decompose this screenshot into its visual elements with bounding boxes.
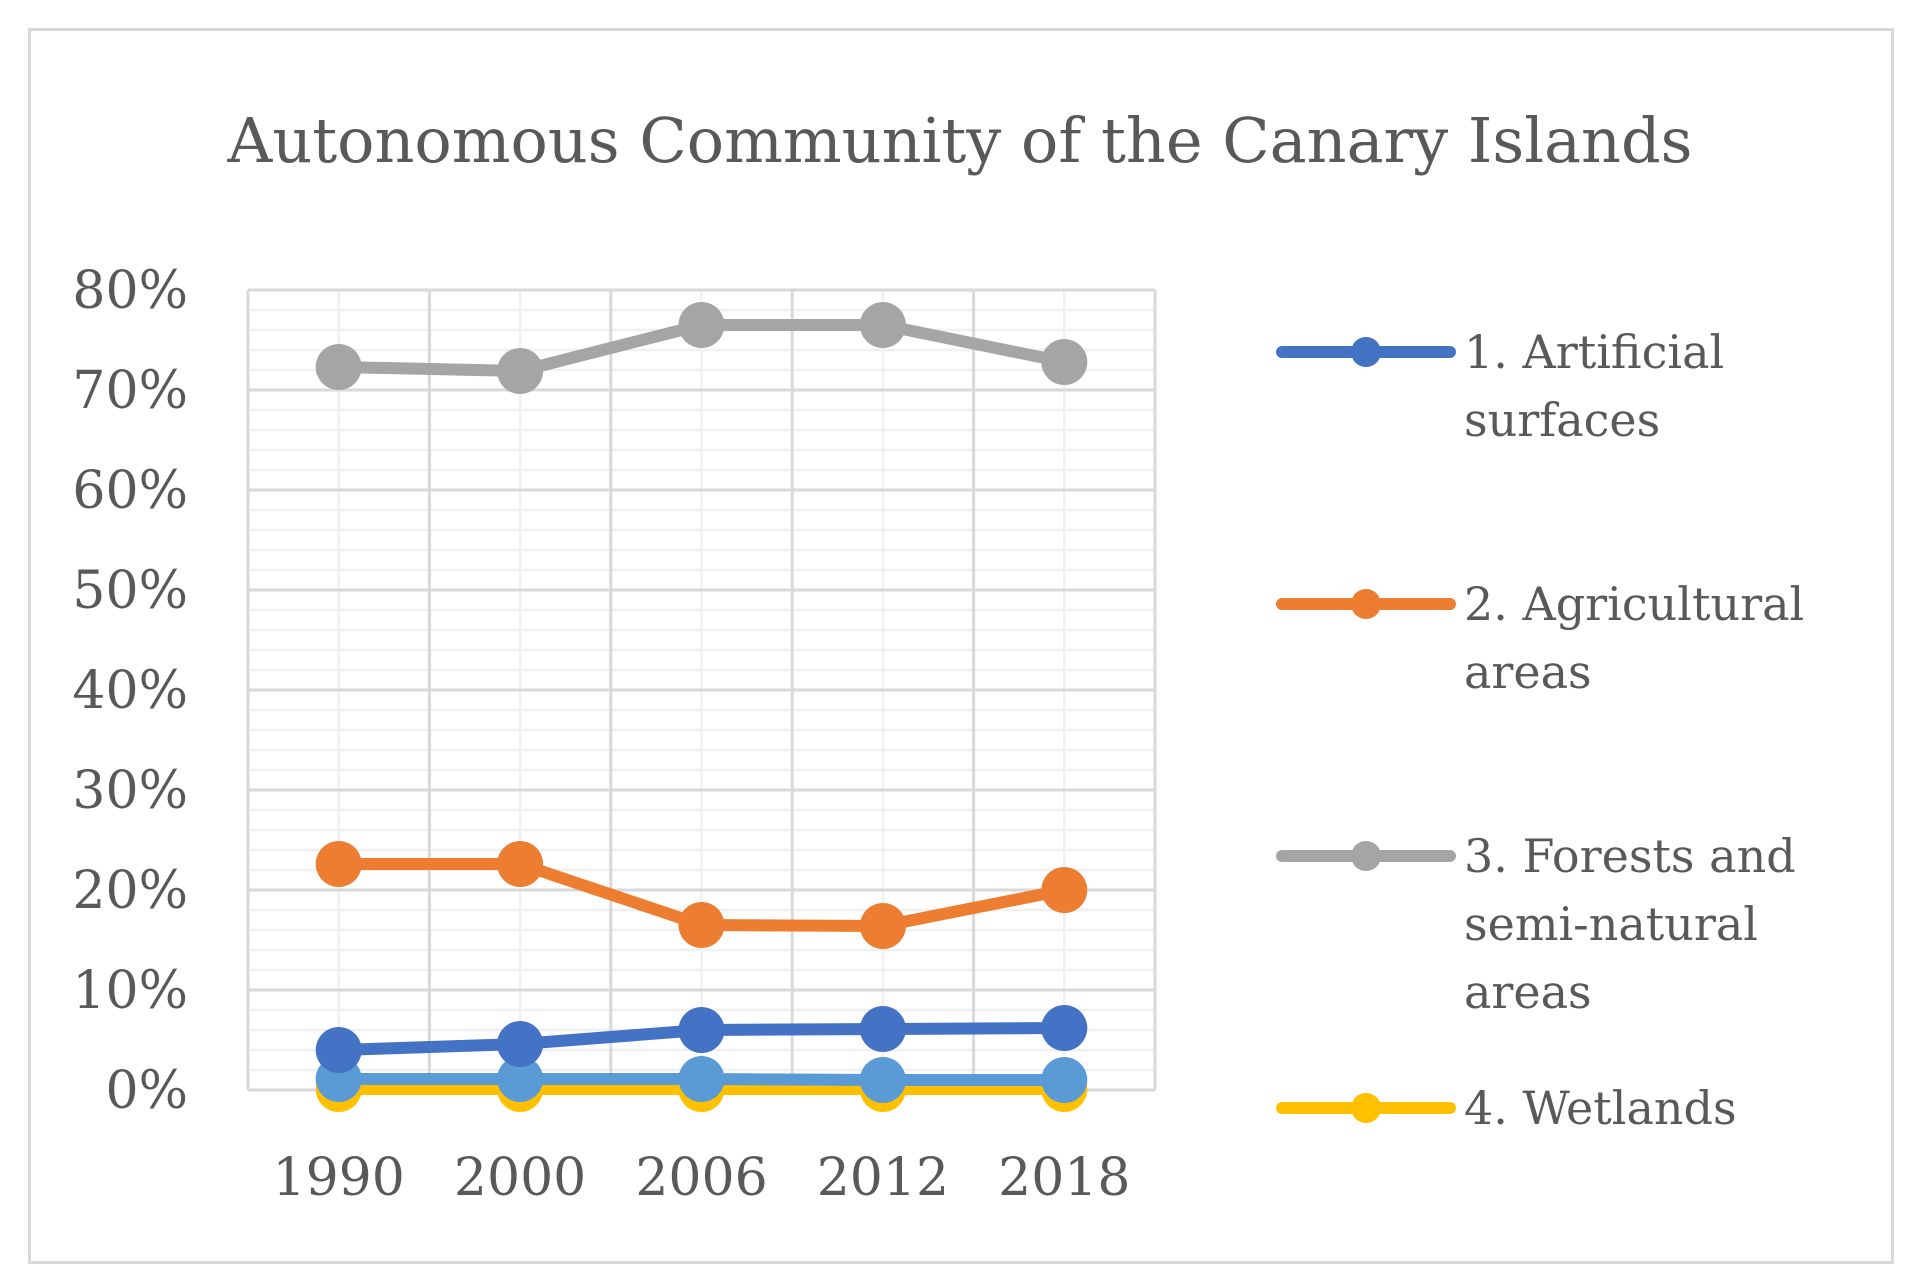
x-tick-label: 2012 (817, 1148, 949, 1208)
data-point (859, 302, 906, 348)
axes: 0% 10% 20% 30% 40% 50% 60% 70% 80% 1990 2000 2006 20… (72, 261, 1130, 1208)
data-point (859, 1006, 906, 1052)
legend-swatch-marker (1351, 337, 1381, 367)
data-point (859, 1057, 906, 1103)
legend-label: semi-natural (1464, 897, 1758, 951)
x-tick-label: 1990 (273, 1148, 405, 1208)
legend-label: areas (1464, 645, 1592, 699)
series-2 (315, 302, 1088, 394)
y-tick-label: 0% (106, 1061, 189, 1121)
y-tick-label: 70% (72, 361, 188, 421)
legend-swatch-marker (1351, 841, 1381, 871)
data-point (497, 841, 544, 887)
legend-entry: 4. Wetlands (1276, 1081, 1737, 1135)
legend-entry: 2. Agricultural areas (1276, 577, 1804, 699)
y-tick-label: 30% (72, 761, 188, 821)
legend-entry: 1. Artificial surfaces (1276, 325, 1724, 447)
grid (246, 288, 1157, 1092)
data-point (1041, 1005, 1088, 1051)
x-tick-label: 2006 (635, 1148, 767, 1208)
legend-label: 1. Artificial (1464, 325, 1724, 379)
data-point (678, 302, 725, 348)
legend: 1. Artificial surfaces 2. Agricultural area… (1276, 325, 1804, 1135)
legend-swatch-marker (1351, 589, 1381, 619)
legend-label: 3. Forests and (1464, 829, 1796, 883)
legend-label: surfaces (1464, 393, 1660, 447)
data-point (315, 1027, 362, 1073)
legend-entry: 3. Forests and semi-natural areas (1276, 829, 1796, 1019)
series-1 (315, 841, 1088, 949)
data-point (678, 1007, 725, 1053)
data-point (1041, 867, 1088, 913)
y-tick-label: 60% (72, 461, 188, 521)
data-point (678, 902, 725, 948)
data-point (1041, 339, 1088, 385)
data-point (497, 1021, 544, 1067)
data-point (315, 841, 362, 887)
data-point (497, 348, 544, 394)
x-tick-label: 2018 (998, 1148, 1130, 1208)
data-point (859, 903, 906, 949)
series-4 (315, 1056, 1088, 1103)
data-point (678, 1056, 725, 1102)
series-0 (315, 1005, 1088, 1073)
legend-label: 4. Wetlands (1464, 1081, 1737, 1135)
x-tick-label: 2000 (454, 1148, 586, 1208)
data-point (1041, 1057, 1088, 1103)
y-tick-label: 20% (72, 861, 188, 921)
y-tick-label: 40% (72, 661, 188, 721)
data-point (315, 344, 362, 390)
chart-title: Autonomous Community of the Canary Islan… (227, 104, 1693, 177)
y-tick-label: 10% (72, 961, 188, 1021)
y-tick-label: 50% (72, 561, 188, 621)
series-group (315, 302, 1088, 1112)
legend-label: 2. Agricultural (1464, 577, 1804, 631)
data-point (497, 1056, 544, 1102)
y-tick-label: 80% (72, 261, 188, 321)
legend-label: areas (1464, 965, 1592, 1019)
legend-swatch-marker (1351, 1093, 1381, 1123)
